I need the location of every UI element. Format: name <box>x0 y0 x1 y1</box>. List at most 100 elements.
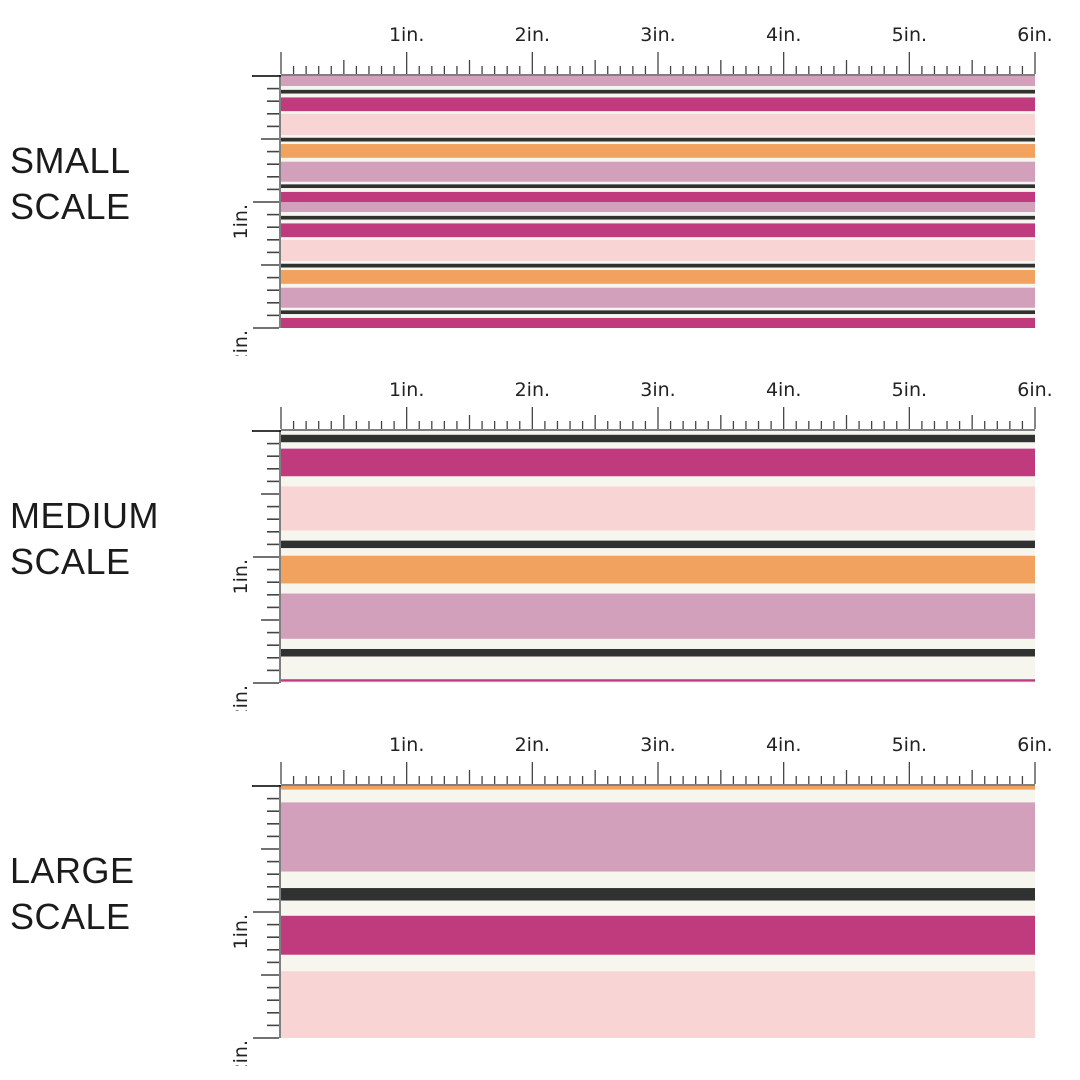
stripe-mauve <box>281 802 1035 872</box>
stripe-cream <box>281 900 1035 916</box>
scale-label-line2: SCALE <box>10 186 131 227</box>
stripe-cream <box>281 656 1035 680</box>
stripe-cream <box>281 314 1035 318</box>
stripe-cream <box>281 212 1035 216</box>
large-scale-panel: 1in. 2in. 3in. 4in. 5in. 6in. 1in. 2in. LARGE S… <box>0 710 1080 1066</box>
small-scale-label: SMALL SCALE <box>10 138 230 230</box>
stripe-magenta <box>281 448 1035 477</box>
stripe-cream <box>281 237 1035 240</box>
scale-label-line2: SCALE <box>10 541 131 582</box>
stripe-cream <box>281 431 1035 435</box>
stripe-mauve <box>281 161 1035 182</box>
stripe-orange <box>281 786 1035 790</box>
stripe-black <box>281 648 1035 657</box>
stripe-mauve <box>281 287 1035 308</box>
stripe-light-pink <box>281 486 1035 531</box>
stripe-black <box>281 310 1035 315</box>
horizontal-ruler-label: 5in. <box>892 379 927 401</box>
stripe-cream <box>281 548 1035 556</box>
medium-scale-label: MEDIUM SCALE <box>10 493 230 585</box>
stripe-cream <box>281 871 1035 889</box>
horizontal-ruler-label: 3in. <box>640 734 675 756</box>
horizontal-ruler-label: 2in. <box>515 734 550 756</box>
stripe-cream <box>281 681 1035 683</box>
stripe-swatch <box>281 431 1035 683</box>
stripe-cream <box>281 141 1035 145</box>
ruler-group: 1in. 2in. 3in. 4in. 5in. 6in. 1in. 2in. <box>230 24 1053 356</box>
horizontal-ruler-label: 4in. <box>766 734 801 756</box>
stripe-cream <box>281 181 1035 185</box>
stripe-black <box>281 888 1035 901</box>
stripe-black <box>281 263 1035 268</box>
stripe-cream <box>281 442 1035 449</box>
stripe-cream <box>281 157 1035 162</box>
horizontal-ruler-label: 6in. <box>1017 734 1052 756</box>
scale-label-line1: MEDIUM <box>10 495 159 536</box>
horizontal-ruler-label: 6in. <box>1017 24 1052 46</box>
horizontal-ruler-label: 2in. <box>515 379 550 401</box>
large-scale-label: LARGE SCALE <box>10 848 230 940</box>
vertical-ruler-label: 1in. <box>230 914 252 949</box>
vertical-ruler-label: 1in. <box>230 559 252 594</box>
vertical-ruler-label: 2in. <box>230 330 252 356</box>
stripe-orange <box>281 270 1035 284</box>
stripe-cream <box>281 283 1035 288</box>
stripe-cream <box>281 476 1035 487</box>
stripe-black <box>281 137 1035 142</box>
stripe-cream <box>281 111 1035 114</box>
scale-label-line1: SMALL <box>10 140 131 181</box>
stripe-cream <box>281 954 1035 972</box>
large-scale-ruler-and-swatch: 1in. 2in. 3in. 4in. 5in. 6in. 1in. 2in. <box>230 734 1053 1066</box>
stripe-mauve <box>281 593 1035 639</box>
horizontal-ruler-label: 1in. <box>389 24 424 46</box>
stripe-orange <box>281 144 1035 158</box>
stripe-cream <box>281 583 1035 594</box>
stripe-cream <box>281 93 1035 98</box>
vertical-ruler-label: 1in. <box>230 204 252 239</box>
stripe-cream <box>281 267 1035 271</box>
stripe-magenta <box>281 191 1035 202</box>
stripe-cream <box>281 86 1035 90</box>
horizontal-ruler-label: 4in. <box>766 24 801 46</box>
stripe-cream <box>281 188 1035 192</box>
stripe-magenta <box>281 223 1035 238</box>
stripe-black <box>281 184 1035 189</box>
horizontal-ruler-label: 5in. <box>892 24 927 46</box>
stripe-cream <box>281 261 1035 264</box>
stripe-black <box>281 434 1035 443</box>
small-scale-panel: 1in. 2in. 3in. 4in. 5in. 6in. 1in. 2in. SMALL S… <box>0 0 1080 356</box>
horizontal-ruler-label: 6in. <box>1017 379 1052 401</box>
stripe-light-pink <box>281 971 1035 1038</box>
horizontal-ruler-label: 5in. <box>892 734 927 756</box>
stripe-cream <box>281 638 1035 649</box>
horizontal-ruler-label: 1in. <box>389 379 424 401</box>
medium-scale-panel: 1in. 2in. 3in. 4in. 5in. 6in. 1in. 2in. MEDIUM … <box>0 355 1080 711</box>
small-scale-ruler-and-swatch: 1in. 2in. 3in. 4in. 5in. 6in. 1in. 2in. <box>230 24 1053 356</box>
stripe-cream <box>281 135 1035 138</box>
vertical-ruler-label: 2in. <box>230 685 252 711</box>
stripe-black <box>281 89 1035 94</box>
horizontal-ruler-label: 1in. <box>389 734 424 756</box>
stripe-mauve <box>281 76 1035 87</box>
ruler-group: 1in. 2in. 3in. 4in. 5in. 6in. 1in. 2in. <box>230 379 1053 711</box>
medium-scale-ruler-and-swatch: 1in. 2in. 3in. 4in. 5in. 6in. 1in. 2in. <box>230 379 1053 711</box>
stripe-mauve <box>281 202 1035 213</box>
scale-label-line2: SCALE <box>10 896 131 937</box>
horizontal-ruler-label: 2in. <box>515 24 550 46</box>
stripe-light-pink <box>281 239 1035 262</box>
scale-label-line1: LARGE <box>10 850 135 891</box>
stripe-magenta <box>281 97 1035 112</box>
stripe-swatch <box>281 76 1035 328</box>
horizontal-ruler-label: 4in. <box>766 379 801 401</box>
stripe-black <box>281 540 1035 549</box>
stripe-cream <box>281 530 1035 541</box>
stripe-thin-pink <box>281 679 1035 682</box>
stripe-black <box>281 215 1035 220</box>
stripe-light-pink <box>281 113 1035 136</box>
stripe-cream <box>281 789 1035 803</box>
stripe-magenta <box>281 317 1035 328</box>
stripe-swatch <box>281 786 1035 1038</box>
stripe-magenta <box>281 915 1035 955</box>
stripe-orange <box>281 555 1035 584</box>
horizontal-ruler-label: 3in. <box>640 379 675 401</box>
